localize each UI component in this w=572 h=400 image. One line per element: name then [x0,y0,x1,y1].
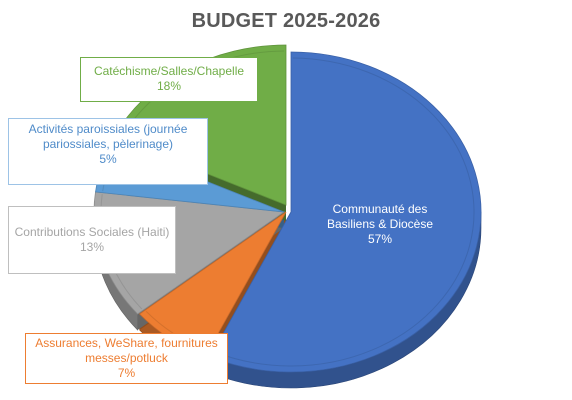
slice-label-communaute: Communauté des Basiliens & Diocèse 57% [326,202,434,246]
slice-label-contributions: Contributions Sociales (Haiti) 13% [8,206,176,274]
slice-label-catechisme: Catéchisme/Salles/Chapelle 18% [80,57,258,102]
slice-label-assurances: Assurances, WeShare, fournitures messes/… [25,333,228,384]
slice-label-activites: Activités paroissiales (journée pariossi… [8,118,208,185]
pie-slice-communaut-des-basiliens- [209,51,482,373]
chart-title: BUDGET 2025-2026 [191,10,381,32]
pie-slice-bevel-communaut-des-basiliens- [214,57,475,367]
